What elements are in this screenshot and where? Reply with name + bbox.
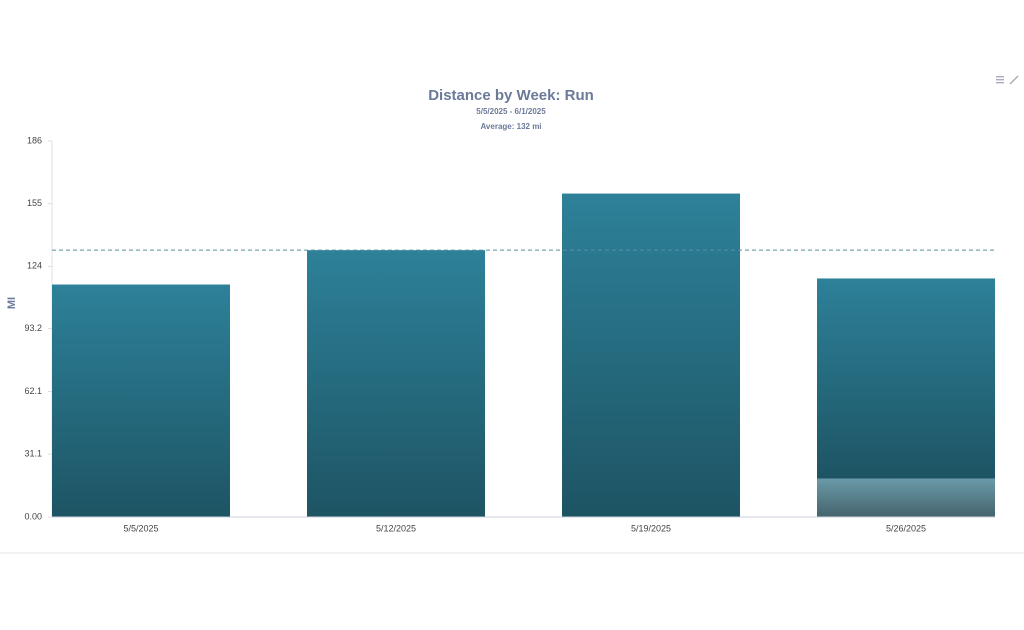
y-tick-label: 186 — [27, 135, 42, 145]
y-tick-label: 124 — [27, 261, 42, 271]
bar — [562, 193, 740, 517]
x-tick-label: 5/12/2025 — [376, 523, 416, 533]
y-tick-label: 93.2 — [24, 323, 42, 333]
x-tick-label: 5/26/2025 — [886, 523, 926, 533]
y-axis-title: MI — [6, 297, 18, 309]
average-label: Average: 132 mi — [480, 122, 541, 131]
expand-icon[interactable] — [1009, 75, 1019, 85]
y-tick-label: 31.1 — [24, 449, 42, 459]
chart-title: Distance by Week: Run — [428, 87, 594, 104]
y-tick-label: 62.1 — [24, 386, 42, 396]
x-tick-label: 5/19/2025 — [631, 523, 671, 533]
bar — [817, 478, 995, 517]
y-tick-label: 155 — [27, 198, 42, 208]
bar — [307, 250, 485, 517]
bar — [817, 278, 995, 479]
bar — [52, 284, 230, 517]
x-tick-label: 5/5/2025 — [123, 523, 158, 533]
menu-icon[interactable] — [996, 76, 1004, 84]
y-tick-label: 0.00 — [24, 511, 42, 521]
chart-subtitle: 5/5/2025 - 6/1/2025 — [476, 107, 546, 116]
